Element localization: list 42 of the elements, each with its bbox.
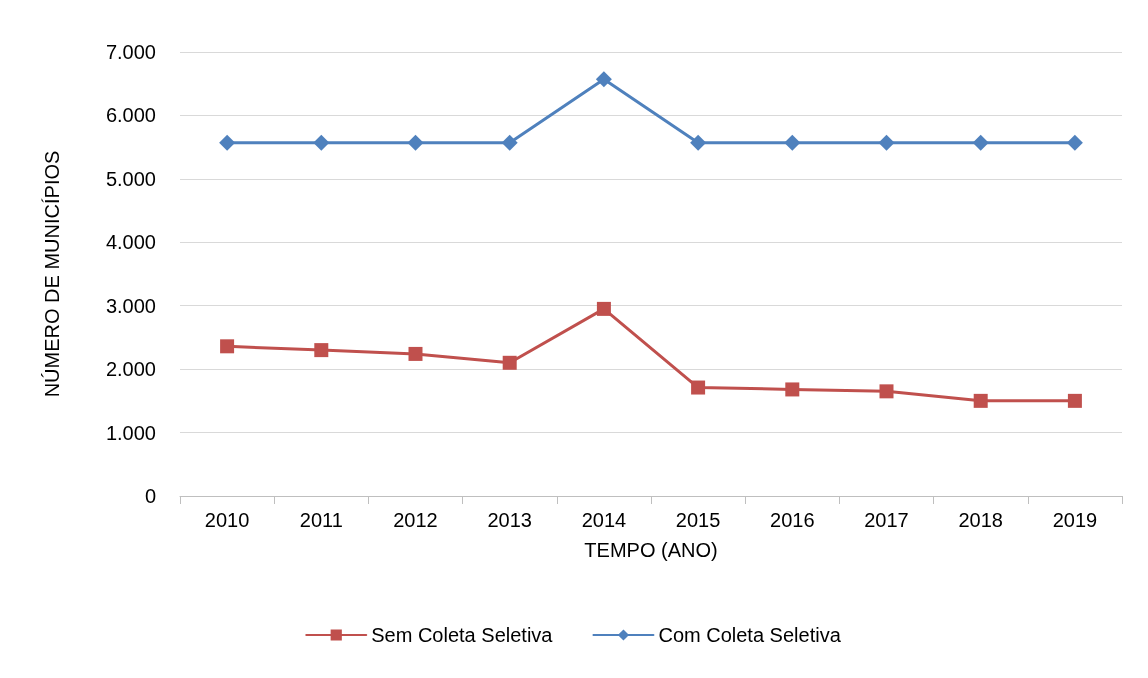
point: [596, 301, 611, 316]
x-tick-label: 2010: [204, 509, 250, 531]
point: [219, 134, 236, 151]
point: [501, 134, 518, 151]
x-tick-label: 2017: [864, 509, 909, 531]
x-axis-title: TEMPO (ANO): [584, 539, 718, 561]
point: [784, 134, 801, 151]
x-tick-label: 2016: [770, 509, 815, 531]
point: [313, 134, 330, 151]
point: [785, 382, 800, 397]
y-tick-label: 5.000: [105, 167, 156, 190]
x-tick-label: 2015: [675, 509, 721, 531]
legend-label: Sem Coleta Seletiva: [371, 624, 554, 646]
point: [220, 339, 235, 354]
point: [408, 346, 423, 361]
point: [690, 134, 707, 151]
x-tick-label: 2018: [958, 509, 1003, 531]
legend-label: Com Coleta Seletiva: [658, 624, 842, 646]
y-tick-label: 1.000: [105, 421, 156, 444]
point: [972, 134, 989, 151]
point: [502, 355, 517, 370]
x-tick-label: 2014: [581, 509, 627, 531]
x-tick-label: 2013: [487, 509, 532, 531]
point: [1066, 134, 1083, 151]
x-tick-label: 2012: [393, 509, 438, 531]
point: [973, 393, 988, 408]
y-axis-title: NÚMERO DE MUNICÍPIOS: [41, 150, 63, 398]
x-tick-label: 2019: [1052, 509, 1098, 531]
point: [691, 380, 706, 395]
y-tick-label: 0: [144, 485, 156, 507]
y-tick-label: 7.000: [105, 41, 156, 63]
point: [879, 384, 894, 399]
x-tick-label: 2011: [299, 509, 343, 531]
y-tick-label: 6.000: [105, 104, 156, 127]
y-tick-label: 2.000: [105, 358, 156, 381]
point: [1067, 393, 1082, 408]
point: [314, 343, 329, 358]
point: [595, 71, 612, 88]
point: [407, 134, 424, 151]
y-tick-label: 4.000: [105, 231, 156, 254]
point: [878, 134, 895, 151]
y-tick-label: 3.000: [105, 294, 156, 317]
